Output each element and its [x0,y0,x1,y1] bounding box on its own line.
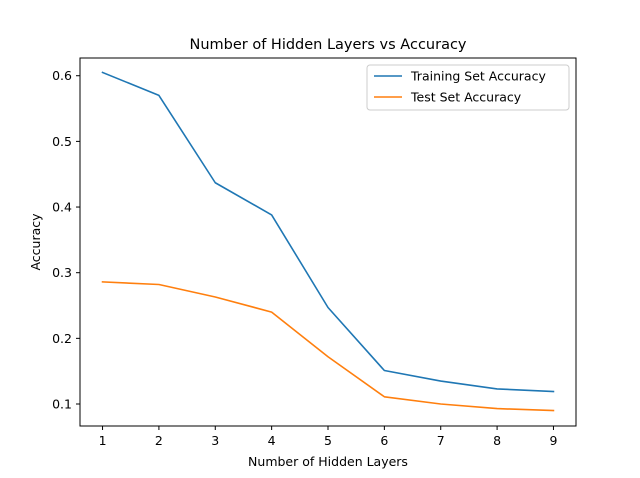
y-tick-label: 0.6 [52,68,72,83]
series-layer [101,71,555,412]
x-axis-label: Number of Hidden Layers [248,454,408,469]
x-tick-label: 4 [268,433,276,448]
x-tick-label: 9 [549,433,557,448]
chart-title: Number of Hidden Layers vs Accuracy [189,37,466,53]
y-tick-label: 0.2 [52,331,72,346]
legend-box [366,64,570,111]
x-tick-label: 5 [324,433,332,448]
series-line-test [101,281,555,412]
y-tick-label: 0.1 [52,397,72,412]
y-tick-label: 0.4 [52,200,72,215]
x-tick-label: 1 [99,433,107,448]
y-tick-label: 0.5 [52,134,72,149]
y-axis-label: Accuracy [28,213,43,271]
x-tick-label: 3 [211,433,219,448]
legend-label-training: Training Set Accuracy [410,69,546,84]
y-tick-label: 0.3 [52,265,72,280]
x-tick-label: 7 [437,433,445,448]
x-tick-label: 2 [155,433,163,448]
legend-label-test: Test Set Accuracy [410,90,522,105]
x-tick-label: 8 [493,433,501,448]
series-line-training [101,71,555,393]
legend: Training Set Accuracy Test Set Accuracy [366,64,570,111]
plot-area [80,58,576,426]
y-axis-ticks: 0.1 0.2 0.3 0.4 0.5 0.6 [52,68,80,412]
x-tick-label: 6 [380,433,388,448]
x-axis-ticks: 1 2 3 4 5 6 7 8 9 [99,426,557,448]
